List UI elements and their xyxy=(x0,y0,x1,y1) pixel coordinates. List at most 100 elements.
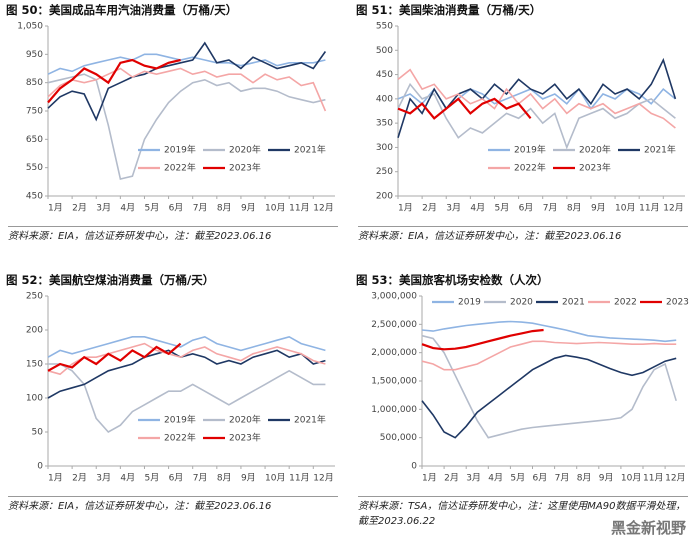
x-tick-label: 2月 xyxy=(72,203,87,214)
chart-title: 图 50：美国成品车用汽油消费量（万桶/天） xyxy=(6,3,238,17)
x-tick-label: 8月 xyxy=(567,203,582,214)
x-tick-label: 10月 xyxy=(621,473,641,484)
y-tick-label: 550 xyxy=(376,22,393,32)
x-tick-label: 3月 xyxy=(96,203,111,214)
x-tick-label: 7月 xyxy=(543,203,558,214)
chart-panel: 图 53：美国旅客机场安检数（人次） 资料来源：TSA，信达证券研发中心，注：这里… xyxy=(350,270,700,540)
x-tick-label: 12月 xyxy=(313,473,333,484)
series-line xyxy=(47,349,326,399)
chart: 450 550 650 750 850 950 1,050 1月 2月 3月 4月 5月 6月 7月 8月 9… xyxy=(17,22,335,214)
x-tick-label: 1月 xyxy=(398,203,413,214)
y-tick-label: 200 xyxy=(376,192,393,202)
y-tick-label: 100 xyxy=(26,394,43,404)
x-tick-label: 11月 xyxy=(639,203,659,214)
legend-label: 2023年 xyxy=(579,162,611,174)
y-tick-label: 0 xyxy=(37,462,43,472)
y-tick-label: 450 xyxy=(26,192,43,202)
y-tick-label: 1,050 xyxy=(17,22,43,32)
x-tick-label: 6月 xyxy=(519,203,534,214)
x-tick-label: 9月 xyxy=(241,203,256,214)
y-tick-label: 0 xyxy=(411,462,417,472)
x-tick-label: 11月 xyxy=(643,473,663,484)
y-tick-label: 2,000,000 xyxy=(371,348,417,358)
x-tick-label: 2月 xyxy=(422,203,437,214)
series-line xyxy=(421,340,677,371)
x-tick-label: 5月 xyxy=(494,203,509,214)
y-tick-label: 250 xyxy=(376,167,393,177)
series-line xyxy=(47,342,182,372)
x-tick-label: 10月 xyxy=(265,473,285,484)
legend-label: 2019年 xyxy=(164,144,196,156)
x-tick-label: 1月 xyxy=(48,203,63,214)
series-line xyxy=(397,97,532,120)
source-note: 资料来源：TSA，信达证券研发中心，注：这里使用MA90数据平滑处理，截至202… xyxy=(358,496,688,529)
x-tick-label: 2月 xyxy=(72,473,87,484)
y-tick-label: 500 xyxy=(376,46,393,56)
y-tick-label: 1,000,000 xyxy=(371,405,417,415)
x-tick-label: 3月 xyxy=(446,203,461,214)
series-line xyxy=(397,68,676,129)
x-tick-label: 8月 xyxy=(217,473,232,484)
series-line xyxy=(47,67,327,112)
y-tick-label: 50 xyxy=(32,428,44,438)
y-tick-label: 350 xyxy=(376,119,393,129)
x-tick-label: 1月 xyxy=(422,473,437,484)
x-tick-label: 3月 xyxy=(466,473,481,484)
x-tick-label: 9月 xyxy=(599,473,614,484)
y-tick-label: 550 xyxy=(26,163,43,173)
legend-label: 2020年 xyxy=(229,144,261,156)
series-line xyxy=(47,335,326,358)
legend-label: 2023年 xyxy=(229,162,261,174)
x-tick-label: 10月 xyxy=(265,203,285,214)
legend-label: 2020 xyxy=(510,298,533,308)
y-tick-label: 150 xyxy=(26,360,43,370)
x-tick-label: 7月 xyxy=(193,203,208,214)
x-tick-label: 8月 xyxy=(217,203,232,214)
x-tick-label: 4月 xyxy=(470,203,485,214)
y-tick-label: 200 xyxy=(26,326,43,336)
series-line xyxy=(397,57,677,138)
legend-label: 2023年 xyxy=(229,432,261,444)
legend-label: 2022年 xyxy=(514,162,546,174)
x-tick-label: 11月 xyxy=(289,203,309,214)
y-tick-label: 650 xyxy=(26,135,43,145)
x-tick-label: 5月 xyxy=(144,203,159,214)
series-line xyxy=(48,363,326,434)
y-tick-label: 850 xyxy=(26,78,43,88)
chart-title: 图 53：美国旅客机场安检数（人次） xyxy=(356,273,549,287)
legend-label: 2023 xyxy=(666,298,689,308)
x-tick-label: 6月 xyxy=(169,203,184,214)
series-line xyxy=(421,334,677,439)
y-tick-label: 1,500,000 xyxy=(371,377,417,387)
y-tick-label: 2,500,000 xyxy=(371,320,417,330)
chart-panel: 图 50：美国成品车用汽油消费量（万桶/天） 资料来源：EIA，信达证券研发中心，… xyxy=(0,0,350,270)
y-tick-label: 950 xyxy=(26,50,43,60)
series-line xyxy=(47,342,326,376)
chart: 0 500,000 1,000,000 1,500,000 2,000,000 2,500… xyxy=(371,292,689,484)
x-tick-label: 6月 xyxy=(169,473,184,484)
legend-label: 2021 xyxy=(562,298,585,308)
y-tick-label: 250 xyxy=(26,292,43,302)
legend-label: 2019 xyxy=(458,298,481,308)
series-line xyxy=(47,58,181,104)
series-line xyxy=(47,41,327,122)
chart-panel: 图 52：美国航空煤油消费量（万桶/天） 资料来源：EIA，信达证券研发中心，注：… xyxy=(0,270,350,540)
x-tick-label: 4月 xyxy=(488,473,503,484)
legend-label: 2022 xyxy=(614,298,637,308)
x-tick-label: 11月 xyxy=(289,473,309,484)
x-tick-label: 6月 xyxy=(533,473,548,484)
x-tick-label: 7月 xyxy=(193,473,208,484)
chart-panel: 图 51：美国柴油消费量（万桶/天） 资料来源：EIA，信达证券研发中心，注：截至… xyxy=(350,0,700,270)
legend-label: 2022年 xyxy=(164,432,196,444)
y-tick-label: 300 xyxy=(376,143,393,153)
series-line xyxy=(421,328,544,351)
series-line xyxy=(47,53,326,75)
x-tick-label: 1月 xyxy=(48,473,63,484)
x-tick-label: 8月 xyxy=(577,473,592,484)
y-tick-label: 450 xyxy=(376,70,393,80)
y-tick-label: 3,000,000 xyxy=(371,292,417,302)
x-tick-label: 4月 xyxy=(120,203,135,214)
watermark: 黑金新视野 xyxy=(610,519,686,537)
x-tick-label: 2月 xyxy=(444,473,459,484)
